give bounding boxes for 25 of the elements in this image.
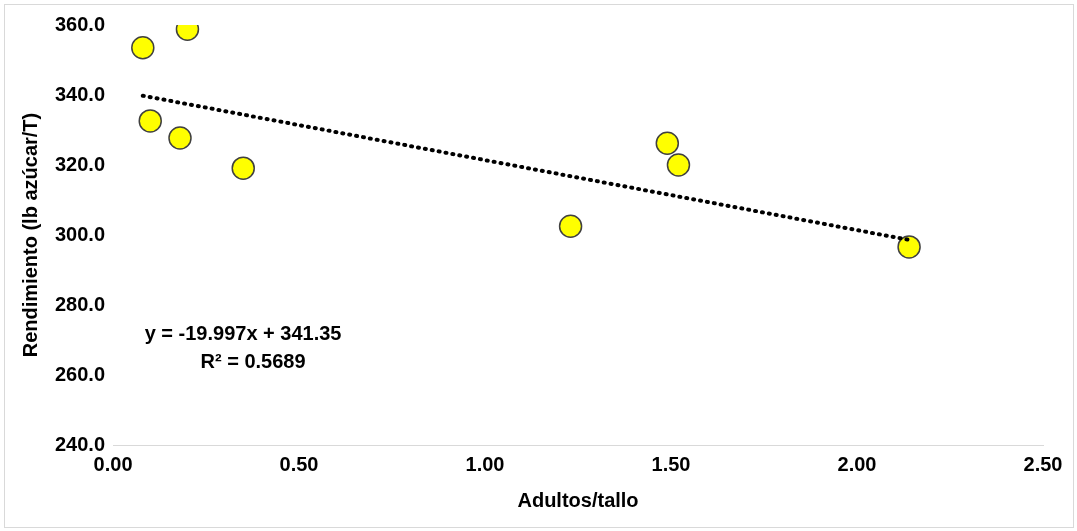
y-tick-label: 280.0 (54, 292, 106, 315)
y-tick-label: 260.0 (54, 362, 106, 385)
x-tick-label: 0.50 (279, 452, 319, 475)
x-tick-label: 0.00 (93, 452, 133, 475)
x-tick-label: 1.00 (465, 452, 505, 475)
y-axis-title: Rendimiento (lb azúcar/T) (18, 112, 41, 358)
point (666, 153, 691, 177)
x-tick-label: 2.50 (1023, 452, 1063, 475)
annotation: y = -19.997x + 341.35 (144, 322, 342, 344)
point (655, 131, 680, 156)
y-tick-label: 240.0 (54, 432, 106, 455)
y-tick-label: 340.0 (54, 82, 106, 105)
y-tick-label: 320.0 (54, 152, 106, 175)
point (168, 126, 192, 150)
y-tick-label: 300.0 (54, 222, 106, 245)
point (231, 156, 255, 180)
point (131, 36, 155, 60)
x-axis-title: Adultos/tallo (517, 488, 639, 511)
point (897, 235, 921, 259)
point (138, 109, 162, 133)
annotation: R² = 0.5689 (200, 350, 306, 372)
y-tick-label: 360.0 (54, 12, 106, 35)
point (558, 214, 583, 238)
x-tick-label: 1.50 (651, 452, 691, 475)
x-tick-label: 2.00 (837, 452, 877, 475)
